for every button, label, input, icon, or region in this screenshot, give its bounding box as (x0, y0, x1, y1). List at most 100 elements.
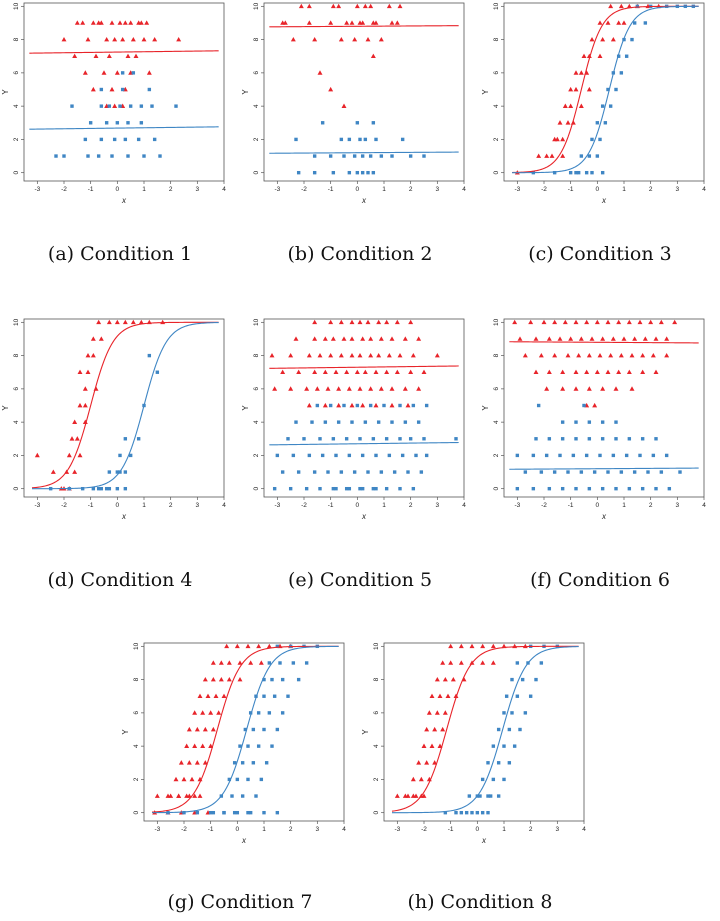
group-b-point (459, 810, 464, 815)
group-b-point (576, 170, 581, 175)
group-b-point (630, 37, 634, 42)
group-a-point (69, 436, 75, 441)
group-a-point (648, 319, 654, 325)
group-a-point (560, 386, 566, 391)
group-a-point (165, 793, 171, 798)
group-b-point (478, 794, 482, 798)
plot-f: -3 -2 -1 0 1 2 3 4 0 2 4 6 8 10 x Y (481, 318, 706, 521)
x-axis-title: x (361, 512, 367, 521)
x-tick-label: 3 (196, 186, 200, 193)
group-b-point (507, 727, 512, 732)
group-a-point (616, 319, 622, 325)
group-b-point (302, 437, 306, 441)
group-b-point (371, 170, 376, 175)
group-a-point (528, 319, 534, 325)
group-b-point (587, 437, 592, 441)
group-b-point (355, 403, 360, 408)
panel-h: -3 -2 -1 0 1 2 3 4 0 2 4 6 8 10 x Y (h) Condition 8 (360, 640, 600, 921)
x-tick-label: -3 (274, 186, 280, 193)
group-b-point (115, 121, 120, 125)
y-axis-title: Y (1, 89, 10, 95)
group-a-point (338, 36, 344, 42)
x-tick-label: 3 (316, 826, 320, 833)
group-a-point (186, 760, 192, 765)
group-a-point (357, 20, 363, 25)
group-a-point (586, 386, 592, 391)
group-b-point (318, 486, 322, 491)
group-a-point (416, 336, 422, 341)
group-b-point (96, 486, 101, 491)
group-b-point (531, 486, 536, 491)
group-a-point (536, 153, 542, 158)
group-a-point (314, 386, 320, 391)
group-b-point (320, 121, 325, 125)
group-a-point (581, 53, 587, 59)
group-b-point (384, 486, 389, 491)
group-b-point (358, 486, 362, 491)
group-a-point (578, 103, 584, 108)
group-a-point (384, 319, 390, 325)
group-b-point (150, 104, 154, 108)
group-a-point (349, 319, 355, 325)
group-b-point (638, 453, 642, 458)
group-b-point (520, 677, 525, 682)
group-b-point (99, 87, 104, 92)
caption-e: (e) Condition 5 (287, 569, 433, 591)
group-b-fit-line (269, 151, 459, 154)
group-a-point (90, 86, 96, 92)
y-tick-label: 2 (13, 453, 20, 457)
group-a-point (304, 386, 310, 391)
group-b-point (523, 470, 528, 474)
group-b-point (339, 137, 344, 142)
group-b-point (355, 170, 360, 175)
group-a-point (421, 369, 427, 375)
x-tick-label: 1 (142, 502, 146, 509)
group-a-point (578, 70, 584, 75)
group-a-point (354, 369, 360, 375)
group-b-point (248, 810, 253, 815)
group-a-point (512, 643, 518, 649)
group-a-point (418, 776, 424, 782)
group-a-point (541, 319, 547, 325)
group-b-point (352, 470, 357, 474)
group-b-point (491, 744, 496, 748)
group-b-point (515, 694, 520, 698)
x-axis-title: x (481, 836, 487, 845)
group-a-point (522, 352, 528, 358)
group-b-point (515, 486, 520, 491)
group-b-point (574, 420, 578, 424)
group-a-point (437, 693, 443, 699)
group-a-point (202, 726, 208, 732)
group-a-point (560, 136, 566, 142)
group-b-point (587, 154, 592, 158)
group-b-point (510, 711, 514, 715)
group-a-point (328, 20, 334, 25)
group-a-point (568, 86, 574, 92)
group-a-point (568, 103, 574, 108)
group-a-point (306, 402, 312, 408)
group-b-point (312, 170, 317, 175)
x-tick-label: -1 (328, 502, 334, 509)
group-b-point (376, 420, 381, 424)
group-a-point (389, 20, 395, 25)
group-a-point (408, 369, 414, 375)
group-a-point (410, 776, 416, 782)
group-b-point (467, 794, 472, 798)
group-a-point (573, 319, 579, 325)
group-b-point (566, 470, 570, 474)
group-b-point (70, 104, 74, 108)
x-tick-label: 2 (409, 502, 413, 509)
group-a-point (122, 319, 128, 325)
group-b-point (96, 154, 101, 158)
group-b-point (126, 121, 130, 125)
group-b-point (83, 137, 88, 142)
group-b-fit-line (269, 441, 459, 446)
group-b-point (136, 137, 141, 142)
group-a-point (440, 660, 446, 665)
group-a-point (453, 693, 459, 699)
y-tick-label: 6 (373, 711, 380, 715)
group-b-point (608, 104, 613, 108)
group-a-point (298, 3, 304, 9)
group-a-point (328, 86, 334, 92)
x-tick-label: 1 (622, 502, 626, 509)
